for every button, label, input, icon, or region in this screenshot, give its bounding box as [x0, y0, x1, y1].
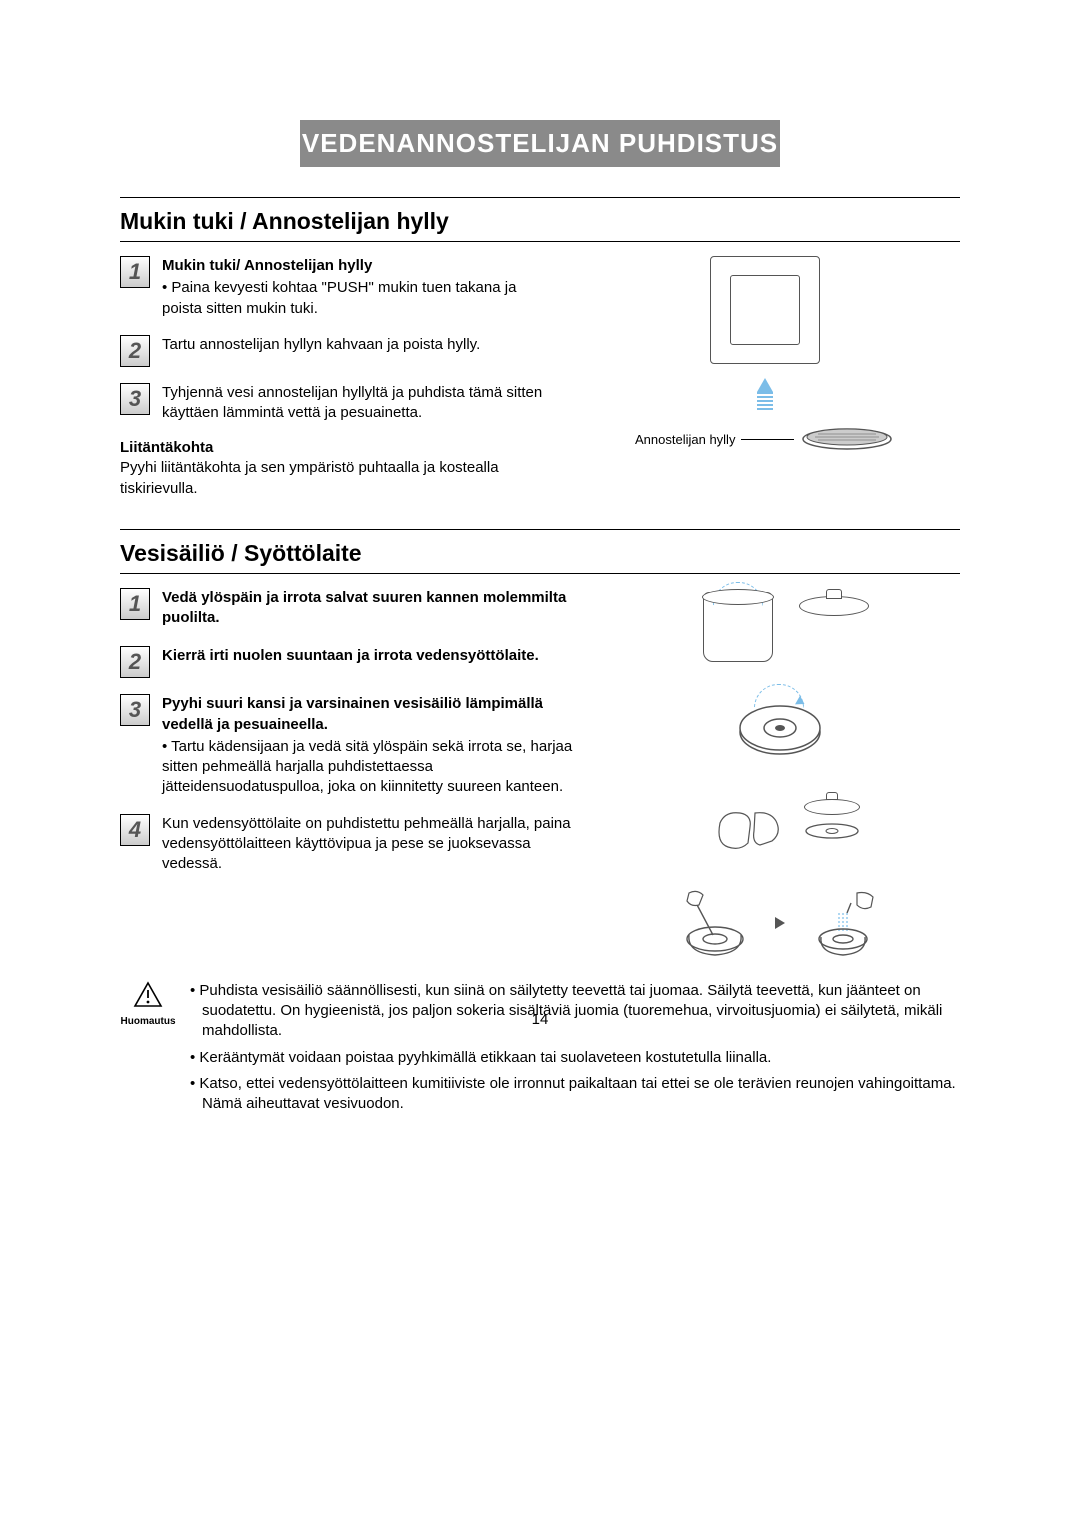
arrow-up-icon	[757, 378, 773, 412]
page-number: 14	[0, 1011, 1080, 1028]
lid-top-icon	[804, 799, 860, 815]
section2-heading: Vesisäiliö / Syöttölaite	[120, 529, 960, 574]
step-number-icon: 1	[120, 256, 150, 288]
section2-illustration-column	[600, 588, 960, 961]
topview-rotate-illustration	[730, 688, 830, 771]
s2-step4-text: Kun vedensyöttölaite on puhdistettu pehm…	[162, 814, 580, 875]
step-number-icon: 4	[120, 814, 150, 846]
shelf-icon	[800, 426, 895, 452]
step-number-icon: 3	[120, 694, 150, 726]
brush-cup-icon	[675, 885, 757, 961]
s1-step2-text: Tartu annostelijan hyllyn kahvaan ja poi…	[162, 335, 480, 355]
step-number-icon: 1	[120, 588, 150, 620]
s2-step2-bold: Kierrä irti nuolen suuntaan ja irrota ve…	[162, 646, 539, 666]
brush-rinse-illustration	[675, 885, 885, 961]
lid-side-icon	[799, 596, 869, 616]
s2-step4: 4 Kun vedensyöttölaite on puhdistettu pe…	[120, 814, 580, 875]
lid-underside-icon	[804, 823, 860, 841]
s1-subheading: Liitäntäkohta	[120, 439, 550, 456]
s2-step3: 3 Pyyhi suuri kansi ja varsinainen vesis…	[120, 694, 580, 797]
note-item: Kerääntymät voidaan poistaa pyyhkimällä …	[190, 1048, 960, 1068]
step-number-icon: 3	[120, 383, 150, 415]
dispenser-illustration	[710, 256, 820, 364]
s1-step3: 3 Tyhjennä vesi annostelijan hyllyltä ja…	[120, 383, 550, 424]
s2-step2: 2 Kierrä irti nuolen suuntaan ja irrota …	[120, 646, 580, 678]
s2-step1-bold: Vedä ylöspäin ja irrota salvat suuren ka…	[162, 588, 580, 629]
section2-text-column: 1 Vedä ylöspäin ja irrota salvat suuren …	[120, 588, 580, 961]
s2-step3-bold: Pyyhi suuri kansi ja varsinainen vesisäi…	[162, 694, 580, 735]
arrow-right-icon	[775, 917, 785, 929]
step-number-icon: 2	[120, 335, 150, 367]
s1-step3-text: Tyhjennä vesi annostelijan hyllyltä ja p…	[162, 383, 550, 424]
tank-lid-illustration	[691, 588, 869, 666]
section1-text-column: 1 Mukin tuki/ Annostelijan hylly Paina k…	[120, 256, 550, 519]
s2-step3-bullet: Tartu kädensijaan ja vedä sitä ylöspäin …	[162, 737, 580, 798]
note-block: Huomautus Puhdista vesisäiliö säännöllis…	[120, 981, 960, 1121]
section1-layout: 1 Mukin tuki/ Annostelijan hylly Paina k…	[120, 256, 960, 519]
rinse-cup-icon	[803, 885, 885, 961]
section1-illustration-column: Annostelijan hylly	[570, 256, 960, 519]
s1-step1: 1 Mukin tuki/ Annostelijan hylly Paina k…	[120, 256, 550, 319]
shelf-label-text: Annostelijan hylly	[635, 432, 735, 447]
wipe-illustration	[700, 793, 860, 863]
section1-heading: Mukin tuki / Annostelijan hylly	[120, 197, 960, 242]
note-item: Katso, ettei vedensyöttölaitteen kumitii…	[190, 1074, 960, 1115]
note-list: Puhdista vesisäiliö säännöllisesti, kun …	[190, 981, 960, 1121]
shelf-label-row: Annostelijan hylly	[635, 426, 895, 452]
step-number-icon: 2	[120, 646, 150, 678]
page-title-bar: VEDENANNOSTELIJAN PUHDISTUS	[300, 120, 780, 167]
s1-step1-bullet: Paina kevyesti kohtaa "PUSH" mukin tuen …	[162, 278, 550, 319]
s2-step1: 1 Vedä ylöspäin ja irrota salvat suuren …	[120, 588, 580, 631]
hand-wipe-icon	[700, 793, 790, 863]
s1-step1-bold: Mukin tuki/ Annostelijan hylly	[162, 256, 550, 276]
s1-step2: 2 Tartu annostelijan hyllyn kahvaan ja p…	[120, 335, 550, 367]
s1-subtext: Pyyhi liitäntäkohta ja sen ympäristö puh…	[120, 458, 550, 499]
section2-layout: 1 Vedä ylöspäin ja irrota salvat suuren …	[120, 588, 960, 961]
